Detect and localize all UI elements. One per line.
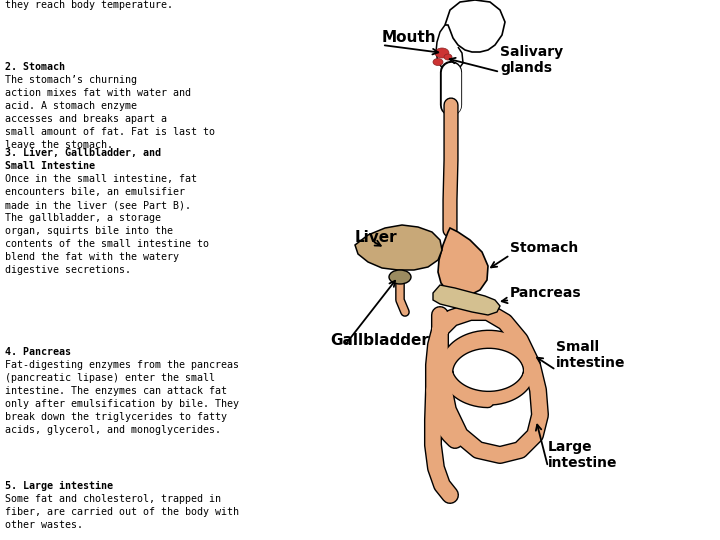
Text: (pancreatic lipase) enter the small: (pancreatic lipase) enter the small: [5, 373, 215, 383]
Text: encounters bile, an emulsifier: encounters bile, an emulsifier: [5, 187, 185, 197]
Text: 5. Large intestine: 5. Large intestine: [5, 481, 113, 491]
Text: action mixes fat with water and: action mixes fat with water and: [5, 88, 191, 98]
Text: they reach body temperature.: they reach body temperature.: [5, 0, 173, 10]
Polygon shape: [355, 225, 442, 270]
Text: break down the triglycerides to fatty: break down the triglycerides to fatty: [5, 412, 227, 422]
Text: Once in the small intestine, fat: Once in the small intestine, fat: [5, 174, 197, 184]
Text: Small
intestine: Small intestine: [556, 340, 626, 370]
Text: Gallbladder: Gallbladder: [330, 333, 429, 348]
Text: Small Intestine: Small Intestine: [5, 161, 95, 171]
Text: 2. Stomach: 2. Stomach: [5, 62, 65, 72]
Text: digestive secretions.: digestive secretions.: [5, 265, 131, 275]
Text: fiber, are carried out of the body with: fiber, are carried out of the body with: [5, 507, 239, 517]
Text: contents of the small intestine to: contents of the small intestine to: [5, 239, 209, 249]
Polygon shape: [445, 0, 505, 52]
Text: Large
intestine: Large intestine: [548, 440, 618, 470]
Polygon shape: [433, 285, 500, 315]
Text: Liver: Liver: [355, 230, 397, 245]
Ellipse shape: [433, 58, 443, 65]
Text: The stomach’s churning: The stomach’s churning: [5, 75, 137, 85]
Text: Fat-digesting enzymes from the pancreas: Fat-digesting enzymes from the pancreas: [5, 360, 239, 370]
Text: organ, squirts bile into the: organ, squirts bile into the: [5, 226, 173, 236]
Text: accesses and breaks apart a: accesses and breaks apart a: [5, 114, 167, 124]
Ellipse shape: [444, 54, 452, 60]
Text: Mouth: Mouth: [382, 30, 436, 45]
Text: 4. Pancreas: 4. Pancreas: [5, 347, 71, 357]
Text: small amount of fat. Fat is last to: small amount of fat. Fat is last to: [5, 127, 215, 137]
Text: Salivary
glands: Salivary glands: [500, 45, 563, 75]
Text: other wastes.: other wastes.: [5, 520, 83, 530]
Polygon shape: [438, 228, 488, 296]
Text: Stomach: Stomach: [510, 241, 578, 255]
Text: acids, glycerol, and monoglycerides.: acids, glycerol, and monoglycerides.: [5, 425, 221, 435]
Text: blend the fat with the watery: blend the fat with the watery: [5, 252, 179, 262]
Text: made in the liver (see Part B).: made in the liver (see Part B).: [5, 200, 191, 210]
Text: leave the stomach.: leave the stomach.: [5, 140, 113, 150]
Ellipse shape: [435, 48, 449, 58]
Text: intestine. The enzymes can attack fat: intestine. The enzymes can attack fat: [5, 386, 227, 396]
Text: Pancreas: Pancreas: [510, 286, 582, 300]
Text: 3. Liver, Gallbladder, and: 3. Liver, Gallbladder, and: [5, 148, 161, 158]
Text: Some fat and cholesterol, trapped in: Some fat and cholesterol, trapped in: [5, 494, 221, 504]
Text: acid. A stomach enzyme: acid. A stomach enzyme: [5, 101, 137, 111]
Text: only after emulsification by bile. They: only after emulsification by bile. They: [5, 399, 239, 409]
Ellipse shape: [389, 270, 411, 284]
Text: The gallbladder, a storage: The gallbladder, a storage: [5, 213, 161, 223]
